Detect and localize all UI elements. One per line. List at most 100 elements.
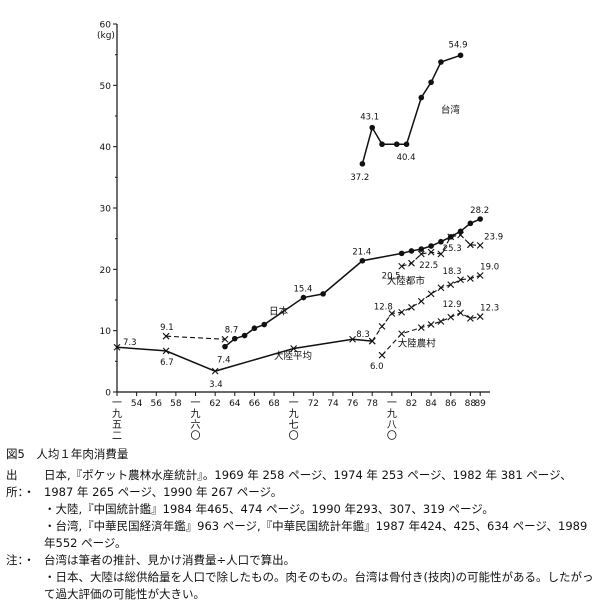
notes-label: 注：・ <box>6 553 35 567</box>
x-tick-label: 76 <box>347 399 359 409</box>
data-point-cross <box>113 343 121 351</box>
x-tick-label: 86 <box>445 399 457 409</box>
cross-stroke <box>457 231 464 239</box>
data-point-dot <box>398 250 405 257</box>
x-tick-label: 66 <box>249 399 261 409</box>
era-label-char: 九 <box>289 408 299 420</box>
source-bullet: ・ <box>44 519 56 533</box>
data-point-cross <box>378 322 386 330</box>
era-label-char: 一 <box>191 398 201 409</box>
cross-stroke <box>162 332 170 340</box>
data-point-dot <box>438 238 444 245</box>
era-label-char: 六 <box>191 419 201 431</box>
data-point-dot <box>457 228 464 235</box>
x-tick-label: 78 <box>366 399 378 409</box>
cross-stroke <box>476 313 484 320</box>
data-point-cross <box>417 250 425 258</box>
data-point-dot <box>379 141 385 148</box>
data-point-dot <box>408 248 415 254</box>
cross-stroke <box>476 242 484 249</box>
x-tick-label: 74 <box>327 399 339 409</box>
cross-stroke <box>378 322 386 330</box>
data-point-cross <box>368 337 376 345</box>
data-point-dot <box>320 291 326 297</box>
series-line <box>116 338 373 372</box>
data-point-cross <box>437 284 445 292</box>
data-label: 40.4 <box>397 153 416 163</box>
cross-stroke <box>447 281 455 289</box>
data-point-dot <box>251 325 258 332</box>
cross-stroke <box>457 309 464 317</box>
x-tick-label: 54 <box>131 399 143 409</box>
caption: 図5 人均１年肉消費量 出所：・ 日本,『ポケット農林水産統計』。1969 年 … <box>6 446 594 603</box>
cross-stroke <box>417 250 425 258</box>
x-tick-label: 88 <box>465 399 477 409</box>
cross-stroke <box>427 321 435 328</box>
cross-stroke <box>221 335 229 343</box>
y-tick-label: 0 <box>105 389 111 399</box>
source-text-2: ・台湾,『中華民国経済年鑑』963 ページ,『中華民国統計年鑑』1987 年42… <box>44 519 588 550</box>
x-tick-label: 82 <box>406 399 417 409</box>
data-point-cross <box>427 248 435 256</box>
series-line <box>224 218 481 348</box>
data-point-dot <box>300 294 307 301</box>
data-point-cross <box>457 231 464 239</box>
data-label: 28.2 <box>470 206 489 216</box>
cross-stroke <box>398 308 406 316</box>
cross-stroke <box>408 259 415 267</box>
cross-stroke <box>437 284 445 292</box>
cross-stroke <box>162 347 170 355</box>
cross-stroke <box>290 345 298 352</box>
data-point-cross <box>447 233 455 241</box>
cross-stroke <box>427 290 435 298</box>
data-point-cross <box>476 242 484 249</box>
era-label-char: 二 <box>112 431 122 442</box>
data-label: 3.4 <box>209 380 223 390</box>
cross-stroke <box>466 315 474 322</box>
note-row-0: 注：・ 台湾は筆者の推計、見かけ消費量÷人口で算出。 <box>6 552 594 569</box>
x-tick-label: 72 <box>308 399 319 409</box>
series-label: 大陸都市 <box>387 275 426 287</box>
cross-stroke <box>408 303 415 311</box>
era-label-char: 七 <box>289 419 299 431</box>
data-label: 7.4 <box>217 356 231 366</box>
data-point-dot <box>369 124 376 131</box>
data-point-cross <box>476 272 484 279</box>
source-row-2: ・台湾,『中華民国経済年鑑』963 ページ,『中華民国統計年鑑』1987 年42… <box>6 518 594 552</box>
era-label-char: 五 <box>112 420 122 431</box>
era-label-char: 一 <box>387 398 397 409</box>
x-tick-label: 62 <box>209 399 220 409</box>
data-point-dot <box>261 321 268 328</box>
data-point-dot <box>359 257 366 264</box>
data-point-cross <box>457 276 464 284</box>
y-tick-label: 60 <box>100 21 112 31</box>
data-point-dot <box>428 79 434 86</box>
cross-stroke <box>349 335 356 343</box>
data-label: 54.9 <box>449 40 468 50</box>
x-tick-label: 64 <box>229 399 241 409</box>
data-point-cross <box>398 308 406 316</box>
data-label: 12.3 <box>480 304 499 314</box>
note-bullet: ・ <box>44 570 56 584</box>
era-label-char: 一 <box>112 398 122 409</box>
x-tick-label: 84 <box>425 399 437 409</box>
figure-title: 図5 人均１年肉消費量 <box>6 447 129 461</box>
cross-stroke <box>398 330 406 338</box>
data-point-cross <box>221 335 229 343</box>
data-point-dot <box>467 220 474 227</box>
labels-layer: 7.3 6.7 9.1 3.4 7.4 8.7 15.4 21.4 8.3 12.8 6.0 20.5… <box>123 40 503 390</box>
data-label: 12.8 <box>374 302 393 312</box>
data-label: 15.4 <box>294 285 313 295</box>
data-point-cross <box>466 275 474 282</box>
era-label-char: 九 <box>191 408 201 420</box>
data-point-cross <box>466 315 474 322</box>
cross-stroke <box>427 248 435 256</box>
y-tick-label: 10 <box>100 327 112 337</box>
data-point-dot <box>393 141 400 148</box>
y-tick-label: 50 <box>100 82 112 92</box>
data-point-cross <box>466 241 474 249</box>
x-tick-label: 89 <box>474 399 486 409</box>
